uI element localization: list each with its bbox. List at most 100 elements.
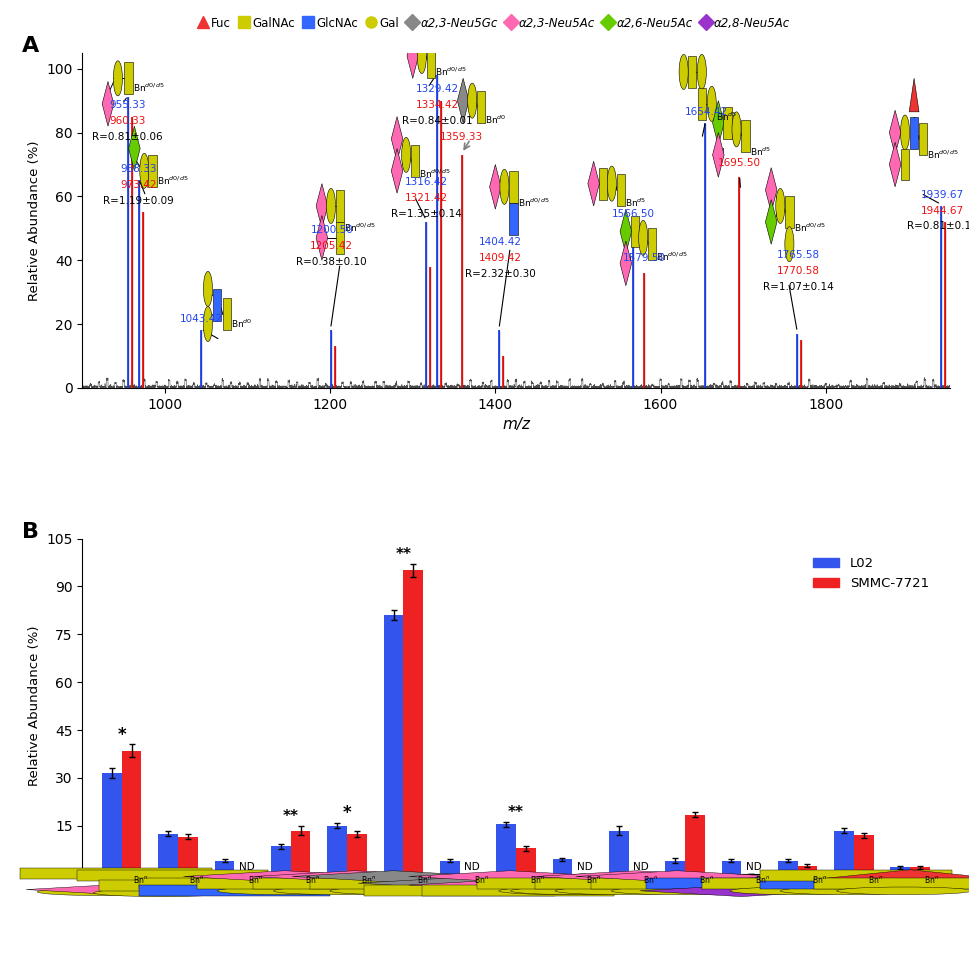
- Text: Bn$^{n}$: Bn$^{n}$: [642, 875, 658, 885]
- Circle shape: [273, 887, 409, 895]
- Bar: [99, 879, 291, 891]
- Text: 968.33: 968.33: [120, 164, 157, 174]
- Text: R=0.38±0.10: R=0.38±0.10: [297, 256, 367, 267]
- Text: 1770.58: 1770.58: [777, 266, 820, 276]
- Polygon shape: [391, 149, 403, 193]
- Bar: [197, 877, 389, 889]
- Circle shape: [707, 86, 716, 121]
- Bar: [616, 174, 625, 206]
- Polygon shape: [457, 79, 469, 123]
- Text: Bn$^{n}$: Bn$^{n}$: [474, 875, 489, 885]
- Text: Bn$^{d0/d5}$: Bn$^{d0/d5}$: [927, 149, 959, 161]
- Bar: [411, 145, 420, 178]
- Polygon shape: [712, 101, 724, 145]
- Polygon shape: [712, 132, 724, 178]
- Text: R=0.84±0.01: R=0.84±0.01: [402, 116, 473, 126]
- Bar: [77, 870, 268, 881]
- Bar: [910, 116, 919, 149]
- Polygon shape: [407, 34, 419, 79]
- Text: Bn$^{n}$: Bn$^{n}$: [418, 875, 432, 885]
- Text: ND: ND: [746, 862, 762, 872]
- Bar: [722, 861, 741, 874]
- Bar: [891, 867, 910, 874]
- Circle shape: [418, 38, 426, 74]
- Bar: [213, 289, 221, 321]
- Text: Bn$^{d0/d5}$: Bn$^{d0/d5}$: [435, 65, 467, 78]
- Bar: [552, 859, 573, 874]
- Bar: [477, 91, 485, 123]
- Polygon shape: [26, 884, 229, 896]
- Text: ND: ND: [578, 862, 593, 872]
- Bar: [477, 877, 668, 889]
- Polygon shape: [391, 116, 403, 161]
- Text: Bn$^{d5}$: Bn$^{d5}$: [750, 146, 771, 157]
- Text: 1321.42: 1321.42: [405, 193, 449, 203]
- Bar: [666, 861, 685, 874]
- Text: Bn$^{d0/d5}$: Bn$^{d0/d5}$: [133, 82, 165, 94]
- Bar: [440, 861, 459, 874]
- Polygon shape: [316, 216, 328, 260]
- Text: 1316.42: 1316.42: [405, 177, 449, 187]
- Text: **: **: [283, 809, 298, 824]
- Text: R=1.19±0.09: R=1.19±0.09: [103, 196, 173, 206]
- Circle shape: [94, 889, 229, 897]
- Bar: [122, 751, 141, 874]
- Polygon shape: [890, 110, 901, 155]
- Circle shape: [500, 169, 509, 204]
- Circle shape: [140, 154, 149, 188]
- Text: Bn$^{n}$: Bn$^{n}$: [868, 875, 883, 885]
- Text: 1765.58: 1765.58: [777, 251, 820, 260]
- Circle shape: [776, 188, 785, 224]
- Text: Bn$^{n}$: Bn$^{n}$: [699, 875, 714, 885]
- Legend: Fuc, GalNAc, GlcNAc, Gal, α2,3-Neu5Gc, α2,3-Neu5Ac, α2,6-Neu5Ac, α2,8-Neu5Ac: Fuc, GalNAc, GlcNAc, Gal, α2,3-Neu5Gc, α…: [194, 12, 795, 35]
- Text: ND: ND: [464, 862, 481, 872]
- Circle shape: [113, 60, 122, 96]
- Text: Bn$^{n}$: Bn$^{n}$: [133, 874, 148, 885]
- Bar: [178, 837, 198, 874]
- Circle shape: [217, 887, 353, 895]
- Polygon shape: [766, 200, 777, 244]
- Text: 1334.42: 1334.42: [416, 100, 459, 110]
- Bar: [685, 815, 704, 874]
- Text: 960.33: 960.33: [109, 116, 146, 126]
- Text: Bn$^{d0}$: Bn$^{d0}$: [485, 113, 507, 126]
- Polygon shape: [292, 871, 495, 882]
- Bar: [648, 228, 656, 260]
- Text: Bn$^{d0/d5}$: Bn$^{d0/d5}$: [157, 174, 188, 186]
- Polygon shape: [909, 79, 919, 111]
- Text: R=1.07±0.14: R=1.07±0.14: [764, 282, 834, 292]
- Polygon shape: [409, 879, 611, 891]
- Polygon shape: [489, 164, 501, 209]
- Text: B: B: [21, 522, 39, 541]
- Polygon shape: [254, 871, 456, 882]
- Text: 1043.42: 1043.42: [180, 314, 223, 324]
- Text: Bn$^{n}$: Bn$^{n}$: [361, 875, 376, 885]
- Text: Bn$^{d0/d5}$: Bn$^{d0/d5}$: [656, 251, 688, 263]
- Circle shape: [327, 188, 335, 224]
- Bar: [253, 877, 445, 889]
- Bar: [688, 56, 696, 88]
- Circle shape: [203, 306, 212, 342]
- Bar: [910, 867, 930, 874]
- Polygon shape: [620, 241, 632, 286]
- Bar: [854, 835, 874, 874]
- Text: Bn$^{n}$: Bn$^{n}$: [189, 875, 204, 885]
- Text: 1200.50: 1200.50: [310, 225, 353, 234]
- Text: 973.42: 973.42: [120, 180, 157, 190]
- Text: R=0.81±0.17: R=0.81±0.17: [907, 222, 969, 231]
- Bar: [760, 877, 952, 889]
- Bar: [124, 62, 133, 94]
- Text: 1205.42: 1205.42: [310, 241, 354, 251]
- Y-axis label: Relative Abundance (%): Relative Abundance (%): [28, 626, 41, 786]
- Polygon shape: [640, 885, 843, 897]
- Circle shape: [611, 887, 746, 895]
- Bar: [510, 171, 517, 203]
- Text: Bn$^{n}$: Bn$^{n}$: [586, 875, 602, 885]
- Bar: [496, 824, 516, 874]
- Text: Bn$^{d0/d5}$: Bn$^{d0/d5}$: [420, 168, 451, 180]
- Circle shape: [329, 887, 465, 895]
- Polygon shape: [409, 871, 611, 882]
- Text: Bn$^{d0/d5}$: Bn$^{d0/d5}$: [794, 222, 825, 234]
- Polygon shape: [535, 871, 737, 882]
- Bar: [271, 847, 291, 874]
